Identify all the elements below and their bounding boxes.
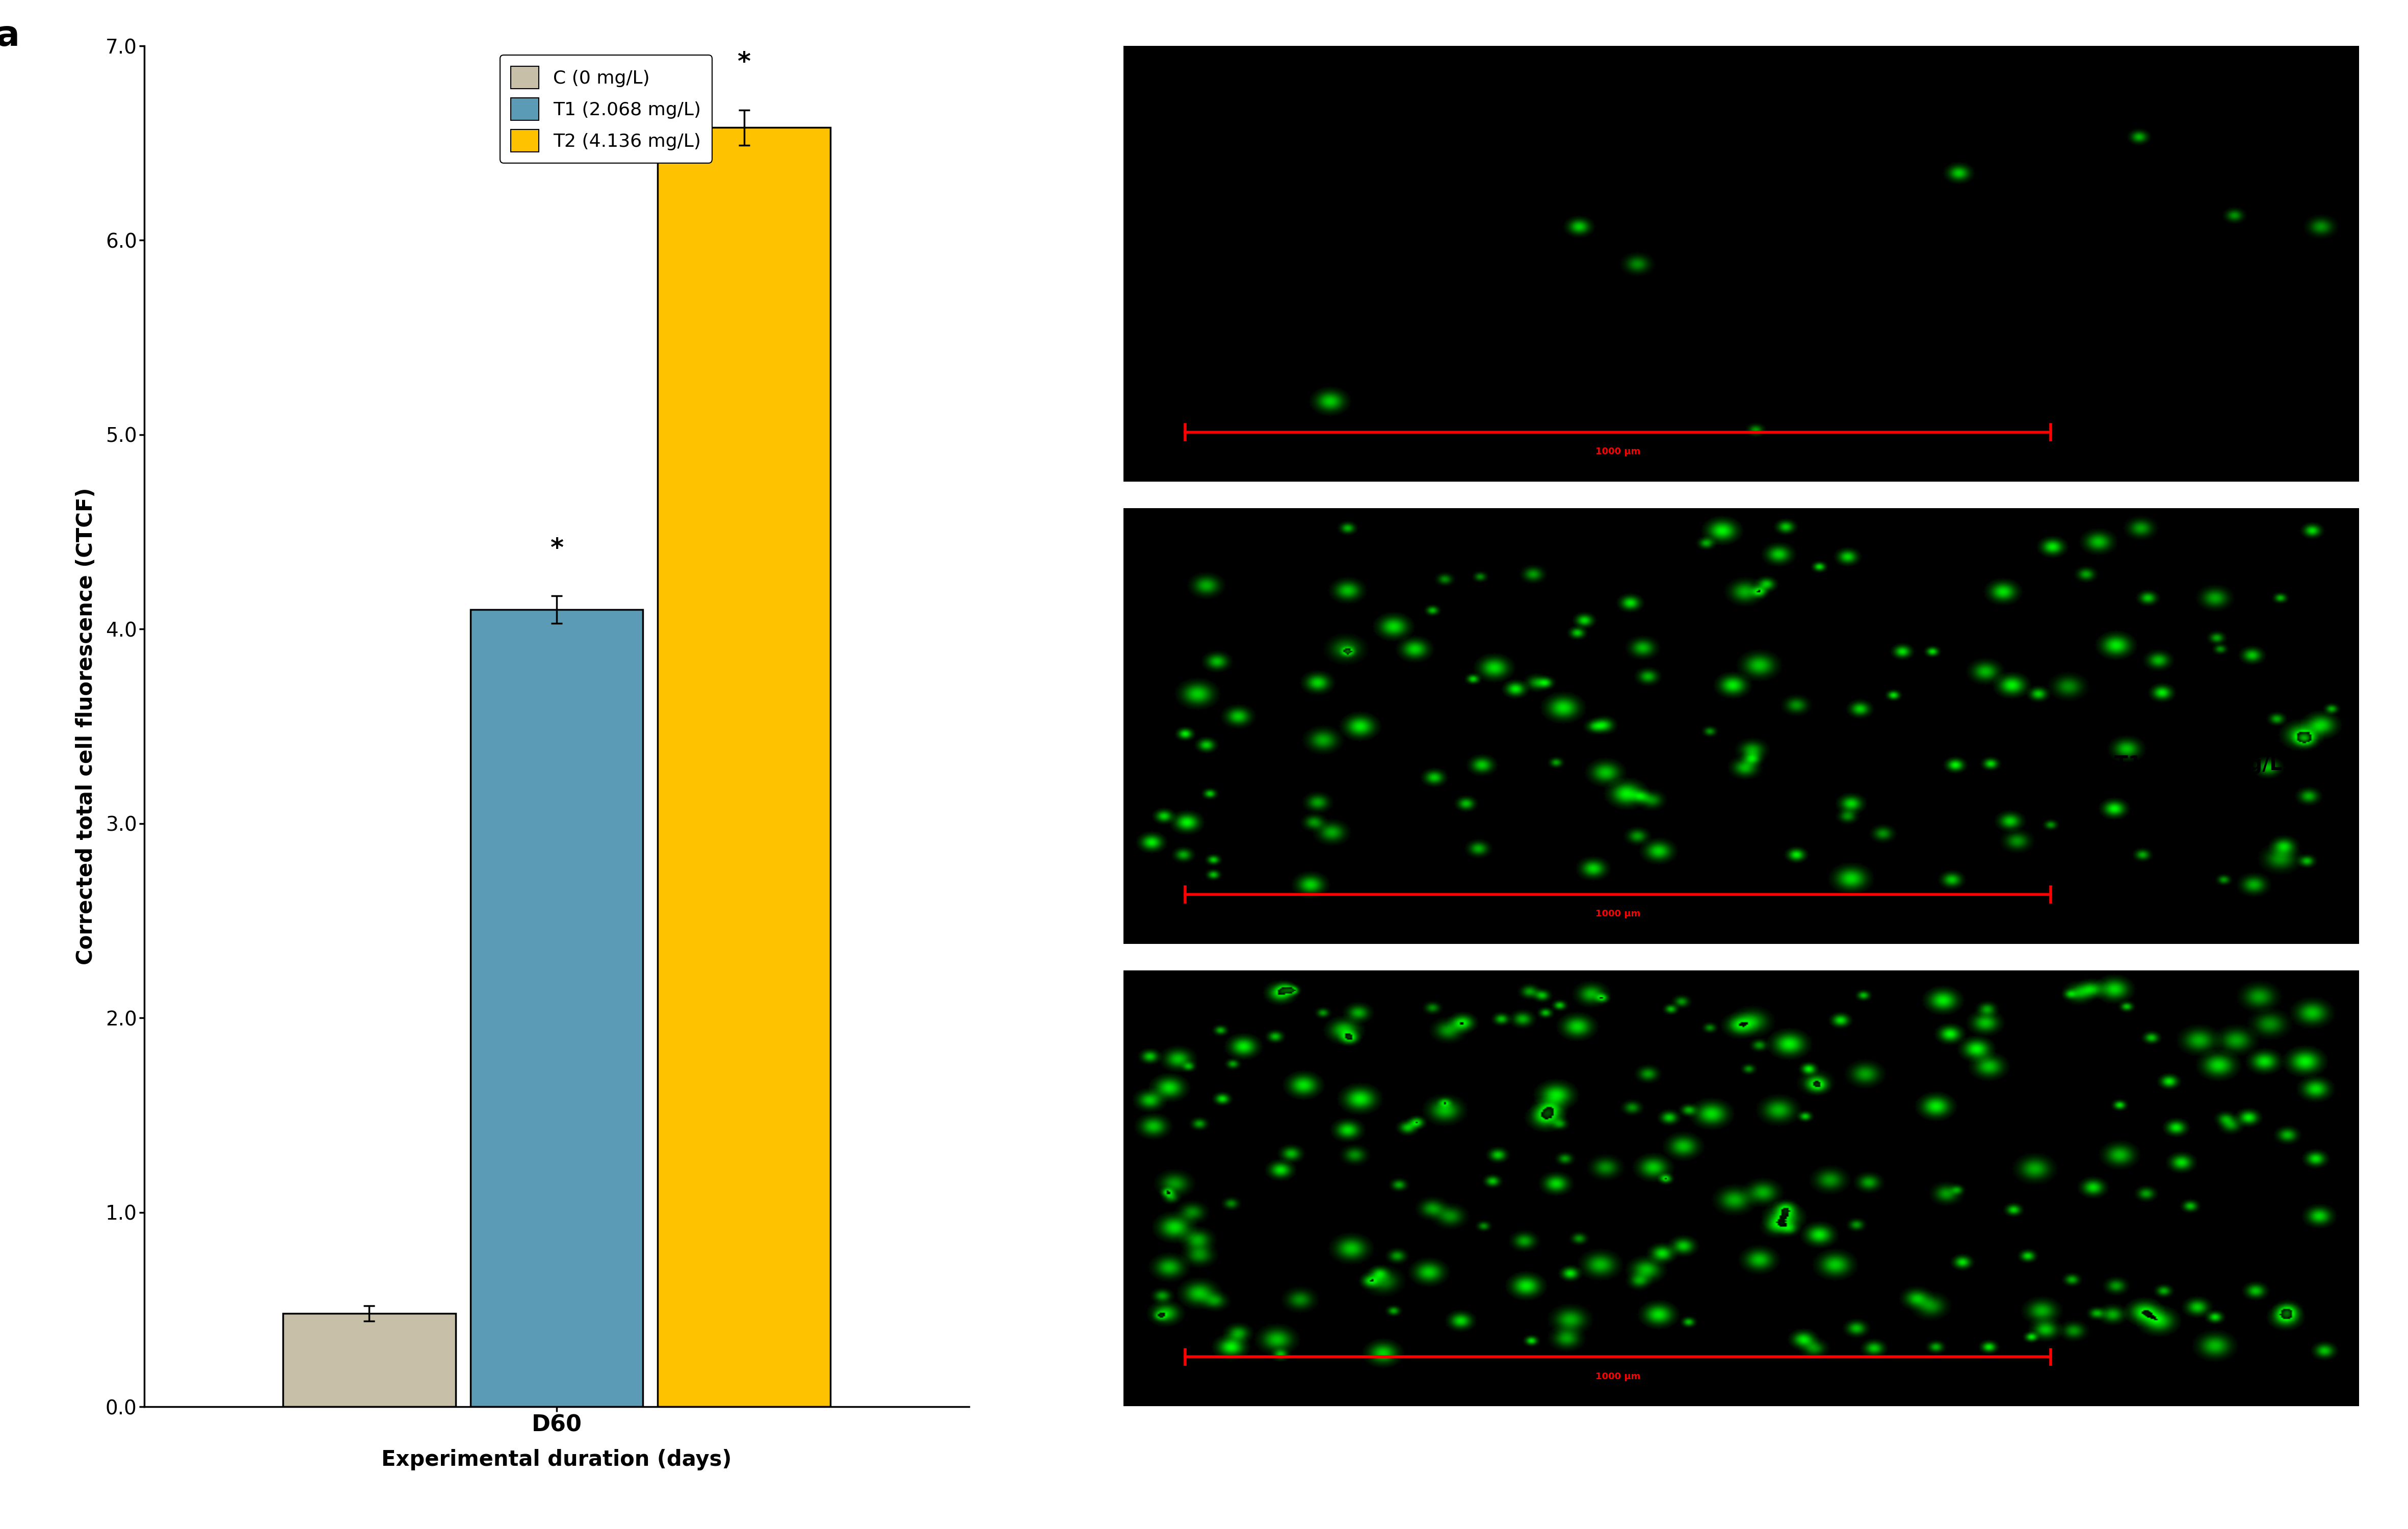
Text: T2 (4.136 mg/L): T2 (4.136 mg/L) [2114, 1245, 2292, 1263]
Text: *: * [549, 537, 563, 561]
Text: 1000 μm: 1000 μm [1597, 910, 1640, 919]
Y-axis label: Corrected total cell fluorescence (CTCF): Corrected total cell fluorescence (CTCF) [75, 488, 96, 965]
Bar [284, 1313, 455, 1407]
Text: 1000 μm: 1000 μm [1597, 446, 1640, 456]
Text: b: b [1361, 54, 1387, 87]
Legend: C (0 mg/L), T1 (2.068 mg/L), T2 (4.136 mg/L): C (0 mg/L), T1 (2.068 mg/L), T2 (4.136 m… [501, 55, 713, 164]
Text: 1000 μm: 1000 μm [1597, 1372, 1640, 1381]
X-axis label: Experimental duration (days): Experimental duration (days) [380, 1449, 732, 1471]
Text: a: a [0, 18, 19, 54]
Bar [470, 610, 643, 1407]
Text: Control: Control [2114, 266, 2196, 284]
Text: *: * [737, 50, 751, 75]
Bar [657, 127, 831, 1407]
Text: T1 (2.068 mg/L): T1 (2.068 mg/L) [2114, 755, 2290, 774]
